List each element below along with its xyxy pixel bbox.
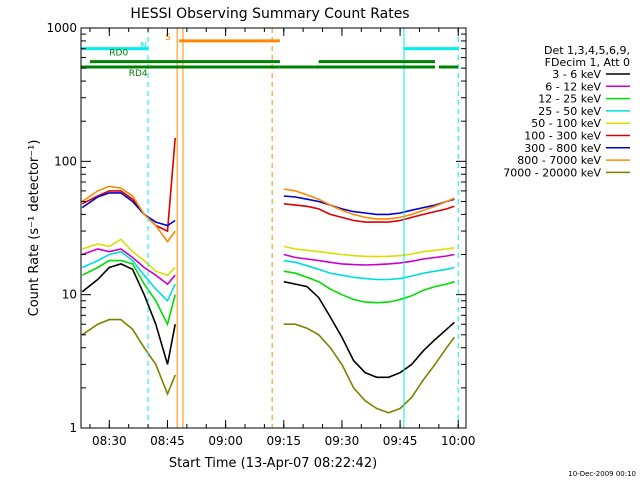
y-axis-label: Count Rate (s⁻¹ detector⁻¹) (27, 140, 42, 317)
series-line-6-segment-1 (283, 195, 455, 216)
legend: Det 1,3,4,5,6,9, FDecim 1, Att 0 3 - 6 k… (503, 44, 630, 179)
flag-label-3: RD4 (129, 69, 148, 79)
flag-label-2: RD0 (109, 49, 128, 59)
y-tick-label-1: 10 (62, 288, 77, 302)
series-line-2-segment-1 (283, 270, 455, 304)
x-tick-label-6: 10:00 (441, 434, 476, 448)
axis-marks: 08:30 08:45 09:00 09:15 09:30 09:45 10:00 1 10 10… (46, 21, 475, 448)
flag-label-1: S (165, 33, 171, 43)
series-line-5-segment-0 (81, 137, 176, 233)
series-line-2-segment-0 (81, 259, 176, 327)
series-line-5-segment-1 (283, 203, 455, 223)
x-tick-label-5: 09:45 (383, 434, 418, 448)
x-tick-label-0: 08:30 (92, 434, 127, 448)
x-tick-label-1: 08:45 (150, 434, 185, 448)
series-line-4-segment-1 (283, 245, 455, 258)
series-line-6-segment-0 (81, 192, 176, 227)
x-tick-label-2: 09:00 (208, 434, 243, 448)
x-tick-label-4: 09:30 (325, 434, 360, 448)
legend-label-2: 12 - 25 keV (538, 93, 601, 106)
series-line-4-segment-0 (81, 238, 176, 277)
legend-label-5: 100 - 300 keV (524, 130, 601, 143)
legend-header-line-1: Det 1,3,4,5,6,9, (544, 44, 630, 57)
legend-label-0: 3 - 6 keV (552, 68, 601, 81)
series-line-8-segment-0 (81, 318, 176, 397)
chart-title: HESSI Observing Summary Count Rates (130, 6, 409, 22)
legend-header-line-2: FDecim 1, Att 0 (545, 56, 630, 69)
x-axis-label: Start Time (13-Apr-07 08:22:42) (169, 456, 377, 471)
flag-label-0: N (140, 42, 147, 52)
x-tick-label-3: 09:15 (266, 434, 301, 448)
series-line-7-segment-1 (283, 188, 455, 220)
y-tick-label-2: 100 (54, 154, 77, 168)
legend-label-1: 6 - 12 keV (545, 80, 601, 93)
series-line-3-segment-0 (81, 250, 176, 303)
legend-label-6: 300 - 800 keV (524, 142, 601, 155)
legend-label-3: 25 - 50 keV (538, 105, 601, 118)
series-line-0-segment-1 (283, 280, 455, 379)
series-line-0-segment-0 (81, 263, 176, 365)
y-tick-label-3: 1000 (46, 21, 77, 35)
series-line-3-segment-1 (283, 259, 455, 281)
legend-label-7: 800 - 7000 keV (517, 154, 601, 167)
series-line-7-segment-0 (81, 185, 176, 243)
series-line-1-segment-0 (81, 248, 176, 286)
series-line-8-segment-1 (283, 323, 456, 414)
series-line-1-segment-1 (283, 253, 455, 266)
legend-label-8: 7000 - 20000 keV (503, 166, 601, 179)
legend-label-4: 50 - 100 keV (531, 117, 601, 130)
plot-frame (80, 27, 467, 429)
timestamp-label: 10-Dec-2009 00:10 (568, 470, 636, 478)
y-tick-label-0: 1 (69, 421, 77, 435)
